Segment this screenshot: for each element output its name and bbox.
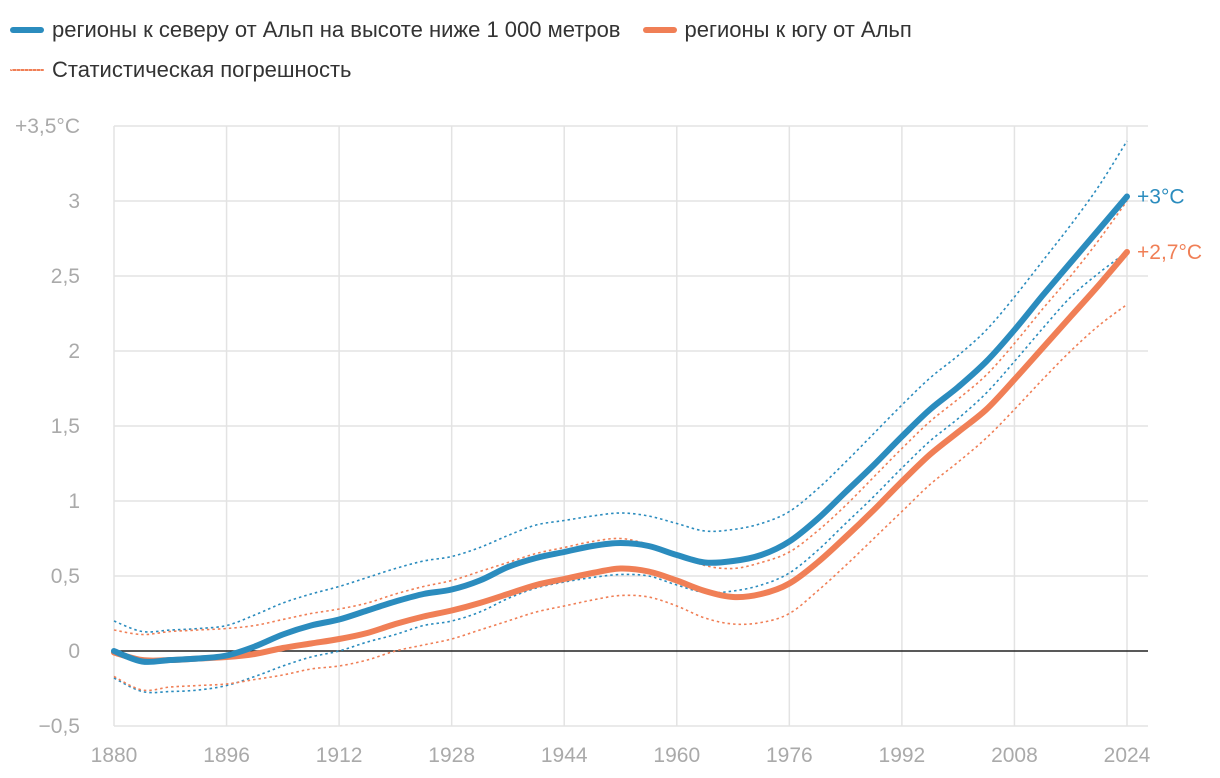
series-line-north [111,193,1130,665]
x-tick-label-0: 1880 [91,744,138,767]
x-tick-label-4: 1944 [541,744,588,767]
end-label-south: +2,7°C [1137,241,1202,264]
end-labels: +3°C +2,7°C [1137,186,1202,265]
x-tick-label-2: 1912 [316,744,363,767]
y-tick-label-4: 1,5 [51,415,80,438]
error-upper-south [113,200,1128,636]
legend-item-error: Статистическая погрешность [10,57,351,83]
y-tick-label-2: 2,5 [51,265,80,288]
x-tick-label-5: 1960 [653,744,700,767]
error-upper-north [113,140,1128,633]
error-bands [113,140,1128,694]
y-tick-label-1: 3 [68,190,80,213]
x-tick-label-1: 1896 [203,744,250,767]
legend-row-error: Статистическая погрешность [10,54,934,86]
legend-item-south: регионы к югу от Альп [642,17,912,43]
legend: регионы к северу от Альп на высоте ниже … [10,14,934,94]
legend-swatch-error [10,69,44,71]
series-line-south [111,249,1130,664]
error-lower-north [113,251,1128,694]
y-tick-label-6: 0,5 [51,565,80,588]
legend-swatch-south [642,27,677,33]
x-tick-label-9: 2024 [1104,744,1151,767]
y-tick-label-7: 0 [68,640,80,663]
grid-lines [113,125,1148,727]
error-lower-south [113,303,1128,692]
axis-ticks: +3,5°C 3 2,5 2 1,5 1 0,5 0 −0,5 1880 1896 1912 1928 1… [15,115,1151,767]
y-tick-label-0: +3,5°C [15,115,80,138]
x-tick-label-7: 1992 [879,744,926,767]
legend-label-error: Статистическая погрешность [52,57,352,82]
legend-swatch-north [10,27,44,33]
legend-row-series: регионы к северу от Альп на высоте ниже … [10,14,934,46]
x-tick-label-3: 1928 [428,744,475,767]
y-tick-label-3: 2 [68,340,80,363]
x-tick-label-8: 2008 [991,744,1038,767]
legend-label-north: регионы к северу от Альп на высоте ниже … [52,17,621,42]
y-tick-label-5: 1 [68,490,80,513]
x-tick-label-6: 1976 [766,744,813,767]
y-tick-label-8: −0,5 [39,715,80,738]
series-lines [111,193,1130,665]
legend-item-north: регионы к северу от Альп на высоте ниже … [10,17,621,43]
end-label-north: +3°C [1137,186,1185,209]
legend-label-south: регионы к югу от Альп [684,17,912,42]
